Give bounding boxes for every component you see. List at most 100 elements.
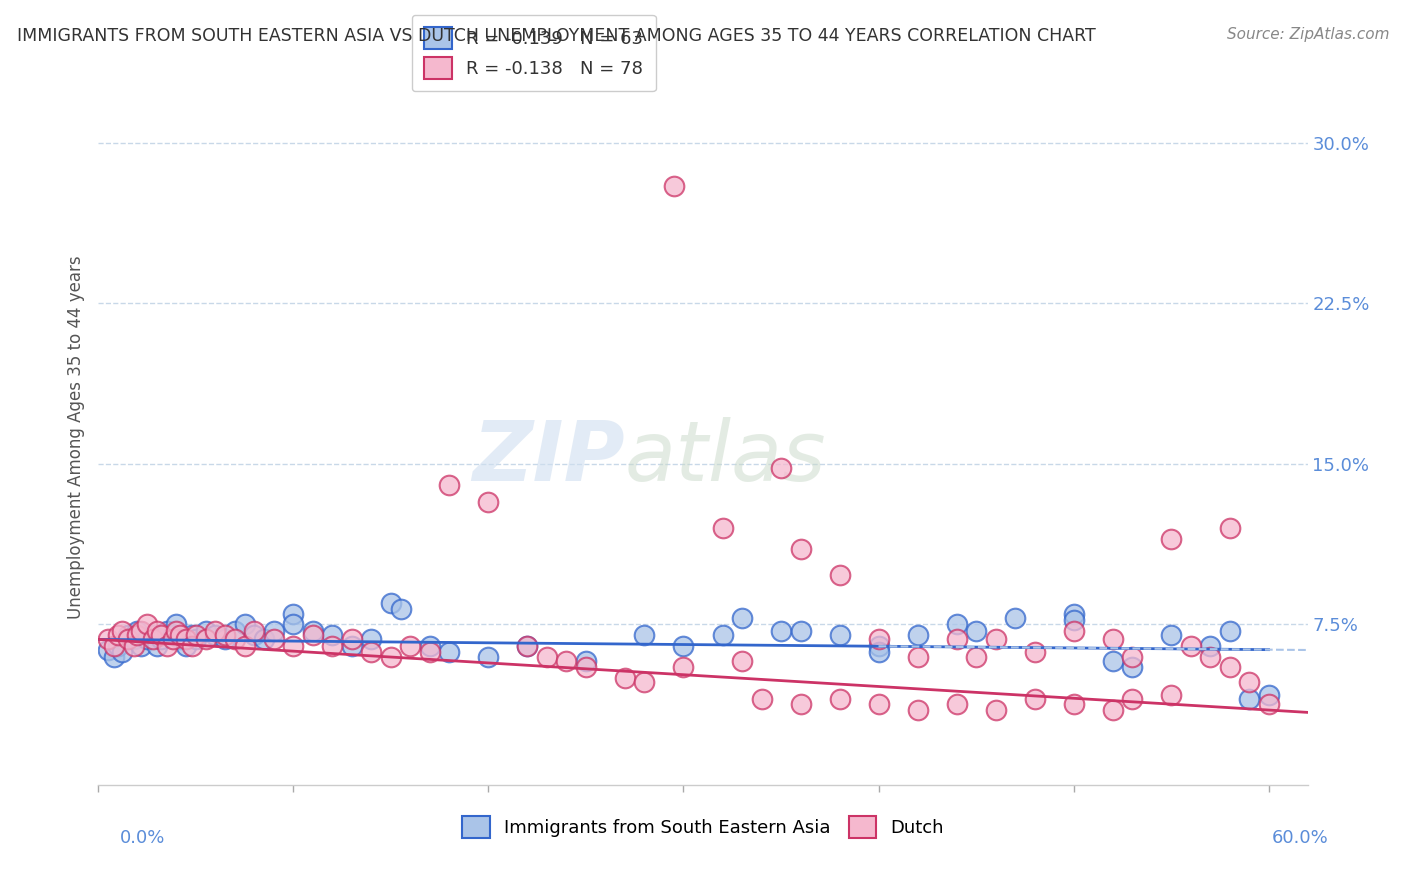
Point [633, 628, 655, 642]
Point [214, 632, 236, 647]
Point [984, 632, 1007, 647]
Point [253, 632, 276, 647]
Point [1199, 649, 1222, 664]
Point [439, 645, 461, 659]
Point [516, 639, 538, 653]
Point [162, 628, 184, 642]
Point [711, 628, 734, 642]
Point [1101, 654, 1123, 668]
Point [360, 645, 382, 659]
Point [127, 628, 149, 642]
Point [149, 628, 172, 642]
Point [672, 660, 695, 674]
Point [662, 178, 685, 193]
Point [1004, 611, 1026, 625]
Point [389, 602, 412, 616]
Point [907, 628, 929, 642]
Y-axis label: Unemployment Among Ages 35 to 44 years: Unemployment Among Ages 35 to 44 years [66, 255, 84, 619]
Point [1180, 639, 1202, 653]
Point [945, 617, 967, 632]
Point [1237, 675, 1260, 690]
Point [868, 632, 890, 647]
Point [156, 624, 179, 638]
Point [1024, 692, 1046, 706]
Point [340, 639, 363, 653]
Point [1101, 703, 1123, 717]
Point [204, 628, 226, 642]
Point [419, 639, 441, 653]
Point [181, 628, 204, 642]
Point [174, 639, 197, 653]
Point [399, 639, 422, 653]
Point [263, 632, 285, 647]
Point [828, 568, 851, 582]
Point [122, 632, 145, 647]
Point [1024, 645, 1046, 659]
Point [111, 624, 134, 638]
Point [1219, 521, 1241, 535]
Point [321, 628, 343, 642]
Point [174, 632, 197, 647]
Point [965, 624, 987, 638]
Point [122, 639, 145, 653]
Point [672, 639, 695, 653]
Point [224, 624, 246, 638]
Point [146, 624, 169, 638]
Point [731, 611, 754, 625]
Point [111, 645, 134, 659]
Point [1160, 688, 1182, 702]
Point [868, 645, 890, 659]
Point [789, 624, 811, 638]
Point [868, 697, 890, 711]
Point [751, 692, 773, 706]
Point [1257, 697, 1279, 711]
Point [283, 607, 305, 621]
Point [575, 654, 598, 668]
Point [575, 660, 598, 674]
Point [769, 461, 792, 475]
Point [828, 692, 851, 706]
Point [769, 624, 792, 638]
Point [103, 639, 125, 653]
Point [419, 645, 441, 659]
Point [477, 649, 499, 664]
Point [1237, 692, 1260, 706]
Point [107, 639, 129, 653]
Point [97, 643, 120, 657]
Point [789, 697, 811, 711]
Point [243, 624, 266, 638]
Point [1160, 628, 1182, 642]
Point [1101, 632, 1123, 647]
Point [263, 624, 285, 638]
Point [1160, 532, 1182, 546]
Point [907, 649, 929, 664]
Point [789, 542, 811, 557]
Point [142, 632, 165, 647]
Point [302, 624, 325, 638]
Point [302, 628, 325, 642]
Point [131, 639, 153, 653]
Point [711, 521, 734, 535]
Point [224, 632, 246, 647]
Text: ZIP: ZIP [472, 417, 624, 499]
Point [1063, 697, 1085, 711]
Text: Source: ZipAtlas.com: Source: ZipAtlas.com [1226, 27, 1389, 42]
Point [828, 628, 851, 642]
Point [1063, 613, 1085, 627]
Point [181, 639, 204, 653]
Point [555, 654, 578, 668]
Point [169, 632, 191, 647]
Point [1063, 607, 1085, 621]
Point [117, 632, 139, 647]
Legend: Immigrants from South Eastern Asia, Dutch: Immigrants from South Eastern Asia, Dutc… [456, 809, 950, 846]
Point [156, 639, 179, 653]
Point [117, 628, 139, 642]
Point [439, 478, 461, 492]
Point [169, 628, 191, 642]
Text: IMMIGRANTS FROM SOUTH EASTERN ASIA VS DUTCH UNEMPLOYMENT AMONG AGES 35 TO 44 YEA: IMMIGRANTS FROM SOUTH EASTERN ASIA VS DU… [17, 27, 1095, 45]
Point [162, 632, 184, 647]
Point [1219, 624, 1241, 638]
Point [1121, 692, 1143, 706]
Point [614, 671, 637, 685]
Point [233, 617, 256, 632]
